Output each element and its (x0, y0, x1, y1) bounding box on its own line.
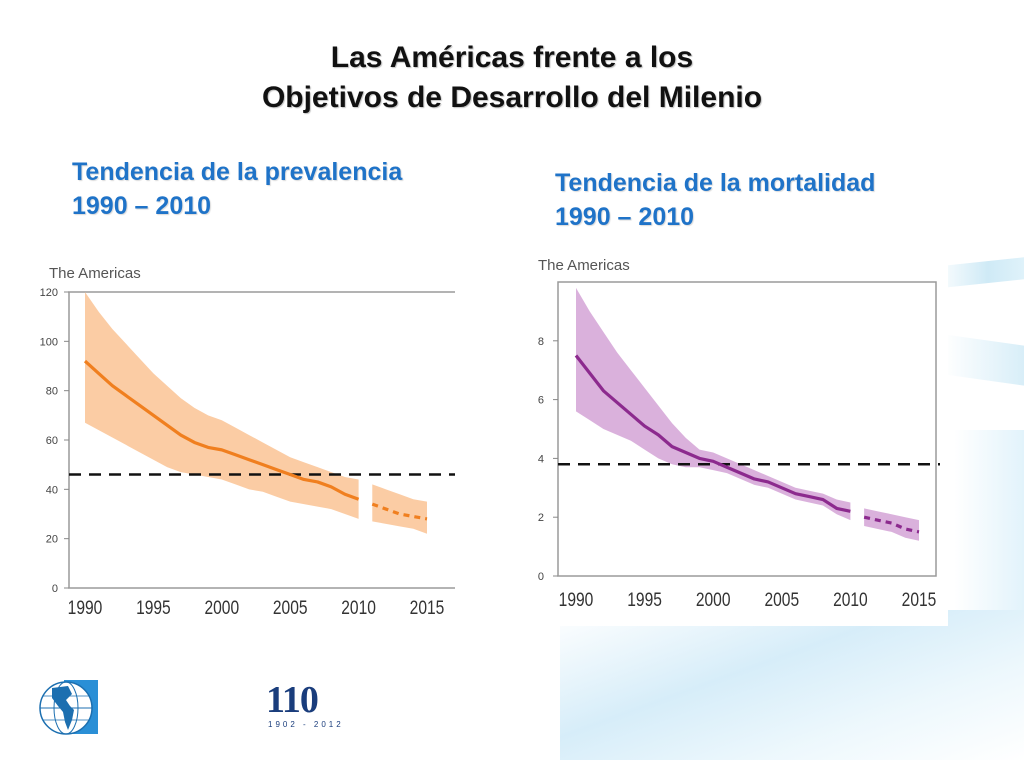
mortality-ytick-label: 0 (538, 571, 544, 583)
slide-title-line-1: Las Américas frente a los (330, 41, 694, 74)
mortality-ytick-label: 2 (538, 512, 544, 524)
prevalence-xtick-label: 1995 (136, 597, 171, 619)
prevalence-heading: Tendencia de la prevalencia 1990 – 2010 (72, 155, 402, 223)
mortality-region-label: The Americas (538, 257, 630, 274)
prevalence-ytick-label: 80 (46, 386, 58, 398)
mortality-projection-line (863, 515, 920, 534)
prevalence-ytick-label: 60 (46, 435, 58, 447)
prevalence-xtick-label: 2000 (204, 597, 239, 619)
mortality-xtick-label: 1990 (559, 589, 594, 611)
mortality-ytick-label: 4 (538, 453, 544, 465)
mortality-xtick-label: 2005 (764, 589, 799, 611)
mortality-ytick-label: 6 (538, 395, 544, 407)
prevalence-ytick-label: 100 (40, 336, 58, 348)
prevalence-heading-line-2: 1990 – 2010 (72, 192, 212, 220)
prevalence-heading-line-1: Tendencia de la prevalencia (72, 158, 403, 186)
prevalence-ytick-label: 0 (52, 583, 58, 595)
prevalence-estimate-line (83, 359, 360, 501)
mortality-chart: The Americas 0 2 4 6 8 1990 1995 2000 2005 2010 201… (528, 248, 948, 626)
mortality-estimate-uncertainty-band (576, 287, 851, 521)
prevalence-chart-svg: The Americas 0 20 40 60 80 100 120 1990 1995 2000 2… (40, 265, 455, 619)
mortality-heading-line-2: 1990 – 2010 (555, 203, 695, 231)
prevalence-region-label: The Americas (49, 265, 141, 282)
prevalence-ytick-label: 40 (46, 484, 58, 496)
mortality-heading: Tendencia de la mortalidad 1990 – 2010 (555, 166, 875, 234)
anniversary-logo-number: 110 (266, 679, 319, 721)
mortality-projection-uncertainty-band (864, 508, 919, 541)
prevalence-estimate-uncertainty-band (85, 292, 359, 519)
globe-logo-icon (38, 676, 100, 738)
prevalence-xtick-label: 2015 (410, 597, 445, 619)
prevalence-projection-uncertainty-band (372, 484, 427, 534)
mortality-heading-line-1: Tendencia de la mortalidad (555, 169, 876, 197)
mortality-estimate-line (574, 354, 851, 513)
mortality-xtick-label: 2000 (696, 589, 731, 611)
mortality-xtick-label: 2010 (833, 589, 868, 611)
mortality-xtick-label: 1995 (627, 589, 662, 611)
mortality-chart-svg: The Americas 0 2 4 6 8 1990 1995 2000 2005 2010 201… (538, 257, 940, 611)
anniversary-logo: 110 1902 - 2012 (266, 678, 346, 736)
prevalence-xtick-label: 2005 (273, 597, 308, 619)
prevalence-ytick-label: 20 (46, 534, 58, 546)
anniversary-logo-years: 1902 - 2012 (268, 720, 344, 729)
slide-title: Las Américas frente a los Objetivos de D… (0, 38, 1024, 118)
prevalence-ytick-label: 120 (40, 287, 58, 299)
prevalence-xtick-label: 1990 (68, 597, 103, 619)
prevalence-projection-line (371, 502, 428, 521)
prevalence-chart: The Americas 0 20 40 60 80 100 120 1990 1995 2000 2… (25, 256, 455, 626)
prevalence-xtick-label: 2010 (341, 597, 376, 619)
slide-title-line-2: Objetivos de Desarrollo del Milenio (261, 81, 763, 114)
mortality-xtick-label: 2015 (902, 589, 937, 611)
mortality-ytick-label: 8 (538, 336, 544, 348)
